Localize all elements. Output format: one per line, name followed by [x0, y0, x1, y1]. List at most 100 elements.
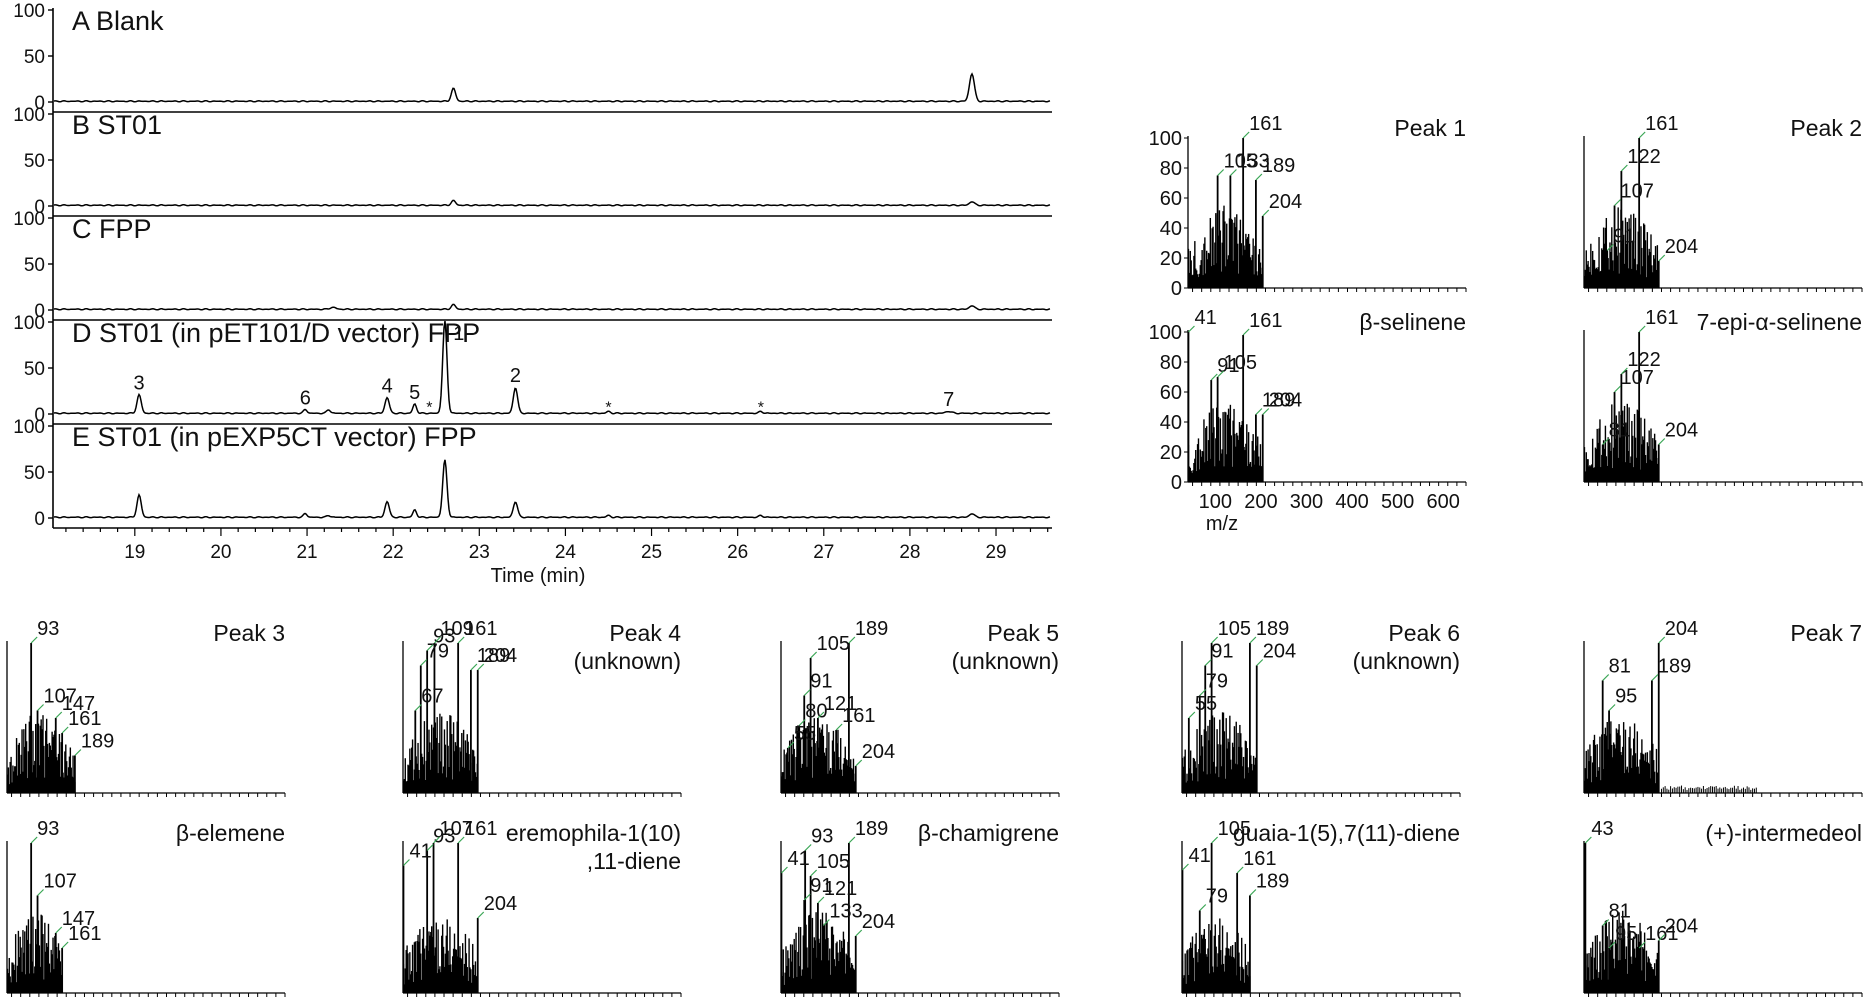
- spectrum-x-tick-label: 100: [1199, 491, 1232, 513]
- peak-mz-label: 122: [1627, 146, 1660, 168]
- spectrum-title: Peak 2: [1790, 115, 1862, 141]
- x-tick-label: 20: [210, 542, 231, 563]
- spectrum-subtitle: (unknown): [1353, 648, 1460, 674]
- peak-leader-line: [1182, 863, 1189, 871]
- peak-leader-line: [1199, 689, 1207, 696]
- spectrum-title: (+)-intermedeol: [1705, 820, 1862, 846]
- peak-leader-line: [803, 689, 811, 696]
- chromatogram-panel: 0 50 100 A Blank: [13, 1, 1052, 114]
- peak-leader-line: [822, 919, 830, 926]
- peak-mz-label: 161: [464, 618, 497, 640]
- peak-leader-line: [1262, 209, 1270, 217]
- peak-leader-line: [433, 836, 440, 844]
- spectrum-y-tick-label: 20: [1160, 248, 1182, 270]
- peak-leader-line: [457, 836, 465, 844]
- peak-number-label: 5: [409, 382, 420, 404]
- peak-leader-line: [1608, 941, 1616, 949]
- spectrum-subtitle: (unknown): [574, 648, 681, 674]
- y-tick-label: 0: [34, 301, 45, 322]
- mass-spectrum-x-axis-label: m/z: [1206, 513, 1238, 535]
- spectrum-x-tick-label: 200: [1244, 491, 1277, 513]
- spectrum-y-tick-label: 80: [1160, 158, 1182, 180]
- peak-mz-label: 147: [62, 693, 95, 715]
- spectrum-x-tick-label: 400: [1335, 491, 1368, 513]
- peak-leader-line: [1188, 711, 1196, 719]
- peak-leader-line: [1614, 385, 1621, 393]
- spectrum-title: Peak 1: [1394, 115, 1466, 141]
- peak-leader-line: [781, 866, 788, 874]
- y-tick-label: 50: [24, 463, 45, 484]
- peak-leader-line: [477, 911, 485, 919]
- peak-leader-line: [1638, 325, 1646, 333]
- peak-leader-line: [1211, 836, 1219, 844]
- x-tick-label: 28: [899, 542, 920, 563]
- peak-mz-label: 55: [794, 723, 816, 745]
- spectrum-y-tick-label: 60: [1160, 188, 1182, 210]
- peak-mz-label: 43: [1591, 818, 1613, 840]
- peak-mz-label: 91: [810, 875, 832, 897]
- spectrum-title: guaia-1(5),7(11)-diene: [1233, 820, 1460, 846]
- peak-mz-label: 95: [1615, 923, 1637, 945]
- peak-mz-label: 105: [1224, 352, 1257, 374]
- peak-mz-label: 109: [440, 618, 473, 640]
- peak-number-label: 2: [510, 365, 521, 387]
- spectrum-title: 7-epi-α-selinene: [1697, 309, 1862, 335]
- spectrum-x-tick-label: 600: [1427, 491, 1460, 513]
- peak-mz-label: 161: [68, 708, 101, 730]
- spectrum-title: Peak 3: [213, 620, 285, 646]
- spectrum-title: β-chamigrene: [918, 820, 1059, 846]
- peak-leader-line: [74, 749, 82, 756]
- spectrum-y-tick-label: 80: [1160, 352, 1182, 374]
- spectrum-title: eremophila-1(10): [506, 820, 681, 846]
- peak-leader-line: [1204, 659, 1212, 666]
- panel-label: A Blank: [72, 6, 164, 36]
- spectrum-subtitle: (unknown): [952, 648, 1059, 674]
- spectrum-y-tick-label: 60: [1160, 382, 1182, 404]
- peak-mz-label: 105: [817, 633, 850, 655]
- peak-mz-label: 161: [464, 818, 497, 840]
- y-tick-label: 0: [34, 93, 45, 114]
- mass-spectrum: 81 95 189 204 Peak 7: [1583, 618, 1863, 797]
- y-tick-label: 0: [34, 509, 45, 530]
- peak-mz-label: 204: [862, 911, 895, 933]
- peak-mz-label: 189: [1262, 390, 1295, 412]
- peak-leader-line: [810, 869, 818, 877]
- peak-leader-line: [787, 741, 795, 749]
- peak-number-label: 6: [300, 387, 311, 409]
- peak-mz-label: 189: [1262, 155, 1295, 177]
- chromatogram-trace: [53, 199, 1051, 207]
- peak-mz-label: 161: [1243, 848, 1276, 870]
- peak-mz-label: 122: [1627, 349, 1660, 371]
- peak-leader-line: [420, 659, 428, 666]
- peak-mz-label: 41: [1188, 845, 1210, 867]
- peak-leader-line: [37, 889, 44, 896]
- peak-leader-line: [1638, 941, 1646, 949]
- peak-mz-label: 204: [1263, 641, 1296, 663]
- peak-mz-label: 55: [1195, 693, 1217, 715]
- peak-mz-label: 204: [1665, 916, 1698, 938]
- chromatogram-panel: 0 50 100 C FPP: [13, 209, 1052, 322]
- x-tick-label: 24: [555, 542, 577, 563]
- peak-mz-label: 204: [1665, 236, 1698, 258]
- peak-number-label: 3: [134, 373, 145, 395]
- peak-mz-label: 204: [1665, 420, 1698, 442]
- peak-mz-label: 161: [842, 705, 875, 727]
- peak-mz-label: 107: [1621, 367, 1654, 389]
- peak-mz-label: 107: [1621, 181, 1654, 203]
- peak-leader-line: [817, 711, 825, 719]
- peak-mz-label: 161: [1249, 310, 1282, 332]
- peak-leader-line: [1199, 904, 1207, 911]
- peak-mz-label: 93: [37, 618, 59, 640]
- panel-label: E ST01 (in pEXP5CT vector) FPP: [72, 422, 477, 452]
- peak-leader-line: [1242, 131, 1250, 139]
- x-tick-label: 27: [813, 542, 834, 563]
- peak-mz-label: 79: [1206, 671, 1228, 693]
- peak-leader-line: [1188, 325, 1195, 333]
